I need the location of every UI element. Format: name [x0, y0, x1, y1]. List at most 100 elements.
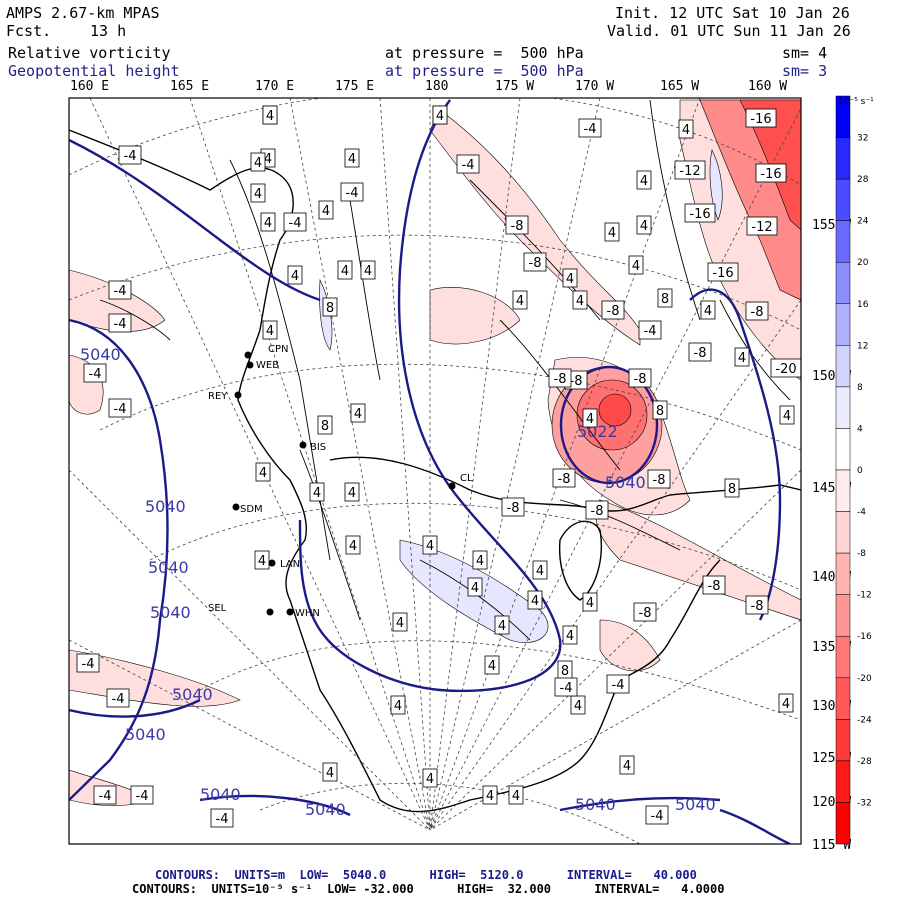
vorticity-label-box	[572, 290, 588, 310]
vorticity-label-box	[548, 368, 572, 388]
vorticity-label-box	[562, 625, 578, 645]
vorticity-label: 4	[476, 554, 484, 569]
vorticity-label: -16	[760, 167, 781, 182]
vorticity-label: -4	[216, 812, 229, 827]
vorticity-label-box	[322, 762, 338, 782]
vorticity-label: -8	[639, 606, 652, 621]
vorticity-label-box	[700, 300, 716, 320]
colorbar-swatch	[835, 719, 851, 762]
vorticity-label-box	[118, 145, 142, 165]
vorticity-label-box	[344, 482, 360, 502]
vorticity-label: 4	[536, 564, 544, 579]
vorticity-label: -4	[651, 809, 664, 824]
vorticity-label-box	[582, 408, 598, 428]
vorticity-label: -4	[89, 367, 102, 382]
colorbar-label: 0	[857, 466, 863, 476]
vorticity-contour-labels: 4 4 -4 -4 4 4 4 4 -4 -4 4 4 8 4 -4 -4 4 4 -4 4 8 4 4 4 4 -4 4 4 4 4 4 4…	[76, 105, 801, 828]
station-dot	[448, 482, 456, 490]
vorticity-label: -8	[507, 501, 520, 516]
vorticity-label-box	[645, 805, 669, 825]
longitude-label: 160 W	[748, 79, 787, 94]
longitude-label: 170 E	[255, 79, 294, 94]
vorticity-label: -4	[114, 317, 127, 332]
vorticity-label-box	[552, 468, 576, 488]
vorticity-label-box	[283, 212, 307, 232]
vorticity-label-box	[578, 118, 602, 138]
init-time: Init. 12 UTC Sat 10 Jan 26	[615, 4, 850, 22]
vorticity-label: -8	[653, 473, 666, 488]
colorbar-label: -32	[857, 798, 872, 808]
field-vorticity-label: Relative vorticity	[8, 44, 171, 62]
vorticity-label-box	[636, 170, 652, 190]
station-dot	[286, 608, 294, 616]
station-label: WEB	[256, 360, 279, 371]
vorticity-label: -8	[634, 372, 647, 387]
vorticity-label-box	[512, 290, 528, 310]
vorticity-label-box	[628, 255, 644, 275]
colorbar-swatch	[835, 469, 851, 512]
vorticity-label-box	[262, 320, 278, 340]
vorticity-label: 8	[661, 292, 669, 307]
valid-time: Valid. 01 UTC Sun 11 Jan 26	[607, 22, 851, 40]
vorticity-label-box	[337, 260, 353, 280]
model-title: AMPS 2.67-km MPAS	[6, 4, 160, 22]
vorticity-label-box	[262, 105, 278, 125]
height-label-5040-i: 5040	[575, 795, 616, 814]
vorticity-label: 4	[426, 772, 434, 787]
colorbar-label: 16	[857, 300, 869, 310]
vorticity-label-box	[467, 577, 483, 597]
vorticity-label-box	[628, 368, 652, 388]
vorticity-label-box	[674, 160, 706, 180]
colorbar-label: 20	[857, 258, 869, 268]
vorticity-label-box	[601, 300, 625, 320]
vorticity-label: -20	[775, 362, 796, 377]
height-closed-low	[559, 365, 659, 485]
height-label-5040-e: 5040	[172, 685, 213, 704]
vorticity-label-box	[688, 342, 712, 362]
vorticity-label-box	[523, 252, 547, 272]
vorticity-label-box	[745, 108, 777, 128]
vorticity-label: 4	[354, 407, 362, 422]
vorticity-label-box	[350, 403, 366, 423]
height-label-5040-a: 5040	[80, 345, 121, 364]
vorticity-label: 4	[531, 594, 539, 609]
vorticity-label: -4	[114, 284, 127, 299]
vorticity-label-box	[554, 677, 578, 697]
vorticity-label: 4	[498, 619, 506, 634]
vorticity-label: 4	[394, 699, 402, 714]
vorticity-label-box	[724, 478, 740, 498]
vorticity-label: -4	[644, 324, 657, 339]
vorticity-label-box	[422, 535, 438, 555]
vorticity-label-box	[254, 550, 270, 570]
vorticity-label-box	[501, 497, 525, 517]
pressure-vorticity: at pressure = 500 hPa	[385, 44, 584, 62]
station-label: CPN	[268, 344, 289, 355]
vorticity-label: -4	[82, 657, 95, 672]
vorticity-label: 8	[656, 404, 664, 419]
vorticity-label-box	[390, 695, 406, 715]
vorticity-label-box	[422, 768, 438, 788]
station-label: BIS	[310, 442, 326, 453]
colorbar-swatch	[835, 635, 851, 679]
vorticity-label: -4	[584, 122, 597, 137]
vorticity-label-box	[684, 203, 716, 223]
vorticity-label-box	[309, 482, 325, 502]
vorticity-label: 4	[264, 216, 272, 231]
vorticity-label: 4	[738, 351, 746, 366]
height-label-5040-g: 5040	[200, 785, 241, 804]
geopotential-height-contours	[69, 99, 791, 844]
forecast-label: Fcst.	[6, 22, 52, 40]
colorbar-swatch	[835, 760, 851, 803]
vorticity-label: 4	[254, 156, 262, 171]
height-label-5040-h: 5040	[305, 800, 346, 819]
vorticity-label: 4	[341, 264, 349, 279]
height-label-5040-d: 5040	[150, 603, 191, 622]
colorbar-swatch	[835, 386, 851, 429]
vorticity-label-box	[130, 785, 154, 805]
vorticity-label-box	[484, 655, 500, 675]
vorticity-label-box	[250, 152, 266, 172]
vorticity-label-box	[456, 154, 480, 174]
colorbar-label: -8	[857, 549, 866, 559]
vorticity-label-box	[619, 755, 635, 775]
vorticity-label: -12	[679, 164, 700, 179]
